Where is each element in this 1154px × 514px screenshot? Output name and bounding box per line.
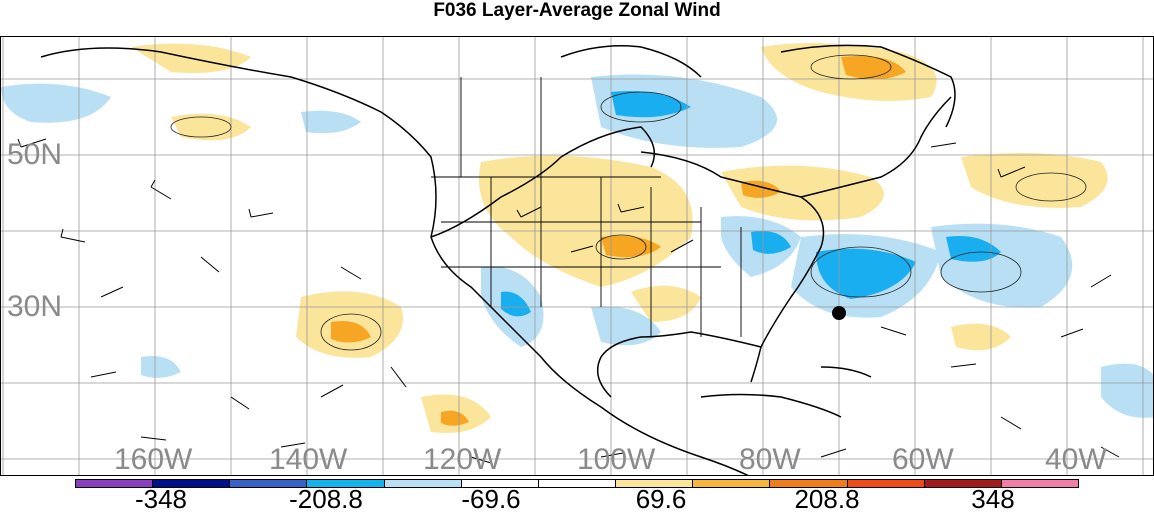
colorbar-label: -208.8 [289, 484, 363, 514]
colorbar-segment [153, 480, 231, 487]
colorbar-segment [461, 480, 539, 487]
colorbar-segment [76, 480, 154, 487]
negative-shade-area [931, 223, 1073, 308]
colorbar-segment [230, 480, 308, 487]
colorbar-segment [538, 480, 617, 487]
positive-shade-area [631, 285, 701, 322]
lat-lon-gridlines [1, 37, 1153, 475]
map-panel: 50N 30N 160W 140W 120W 100W 80W 60W 40W [0, 36, 1154, 476]
colorbar-segment [924, 480, 1002, 487]
colorbar-label: 69.6 [635, 484, 687, 514]
wind-barbs [17, 138, 1120, 464]
contour-lines [170, 54, 1087, 351]
colorbar-segment [307, 480, 385, 487]
map-canvas [1, 37, 1153, 475]
negative-shade-area [611, 91, 691, 118]
negative-wind-shading [1, 74, 1153, 418]
negative-shade-area [1101, 363, 1153, 418]
colorbar-segment [616, 480, 694, 487]
positive-shade-area [441, 410, 469, 426]
positive-shade-area [961, 153, 1108, 208]
lon-label-120w: 120W [423, 443, 502, 476]
lon-label-100w: 100W [577, 443, 656, 476]
lat-label-50n: 50N [7, 138, 63, 171]
colorbar-label: 208.8 [794, 484, 860, 514]
positive-shade-area [951, 323, 1011, 351]
colorbar [75, 479, 1079, 488]
negative-shade-area [816, 248, 916, 299]
lon-label-140w: 140W [269, 443, 348, 476]
colorbar-segment [1001, 480, 1079, 487]
positive-shade-area [841, 56, 906, 80]
colorbar-segment [693, 480, 771, 487]
lon-label-80w: 80W [739, 443, 801, 476]
negative-shade-area [591, 306, 661, 346]
colorbar-segment [770, 480, 848, 487]
lon-label-160w: 160W [114, 443, 193, 476]
coastlines [40, 44, 956, 475]
negative-shade-area [301, 110, 361, 134]
political-boundaries [431, 77, 742, 337]
negative-shade-area [501, 291, 531, 317]
black-dot-marker [832, 306, 846, 320]
negative-shade-area [1, 83, 111, 123]
colorbar-segment [847, 480, 925, 487]
colorbar-label: 348 [971, 484, 1015, 514]
map-title: F036 Layer-Average Zonal Wind [433, 0, 721, 21]
lon-label-60w: 60W [892, 443, 954, 476]
negative-shade-area [141, 356, 181, 378]
lon-label-40w: 40W [1045, 443, 1107, 476]
lat-label-30n: 30N [7, 290, 63, 323]
positive-shade-area [721, 165, 884, 221]
negative-shade-area [751, 231, 791, 254]
colorbar-segment [384, 480, 462, 487]
positive-shade-area [331, 321, 371, 343]
colorbar-label: -348 [134, 484, 188, 514]
colorbar-label: -69.6 [461, 484, 521, 514]
positive-shade-area [601, 235, 661, 258]
